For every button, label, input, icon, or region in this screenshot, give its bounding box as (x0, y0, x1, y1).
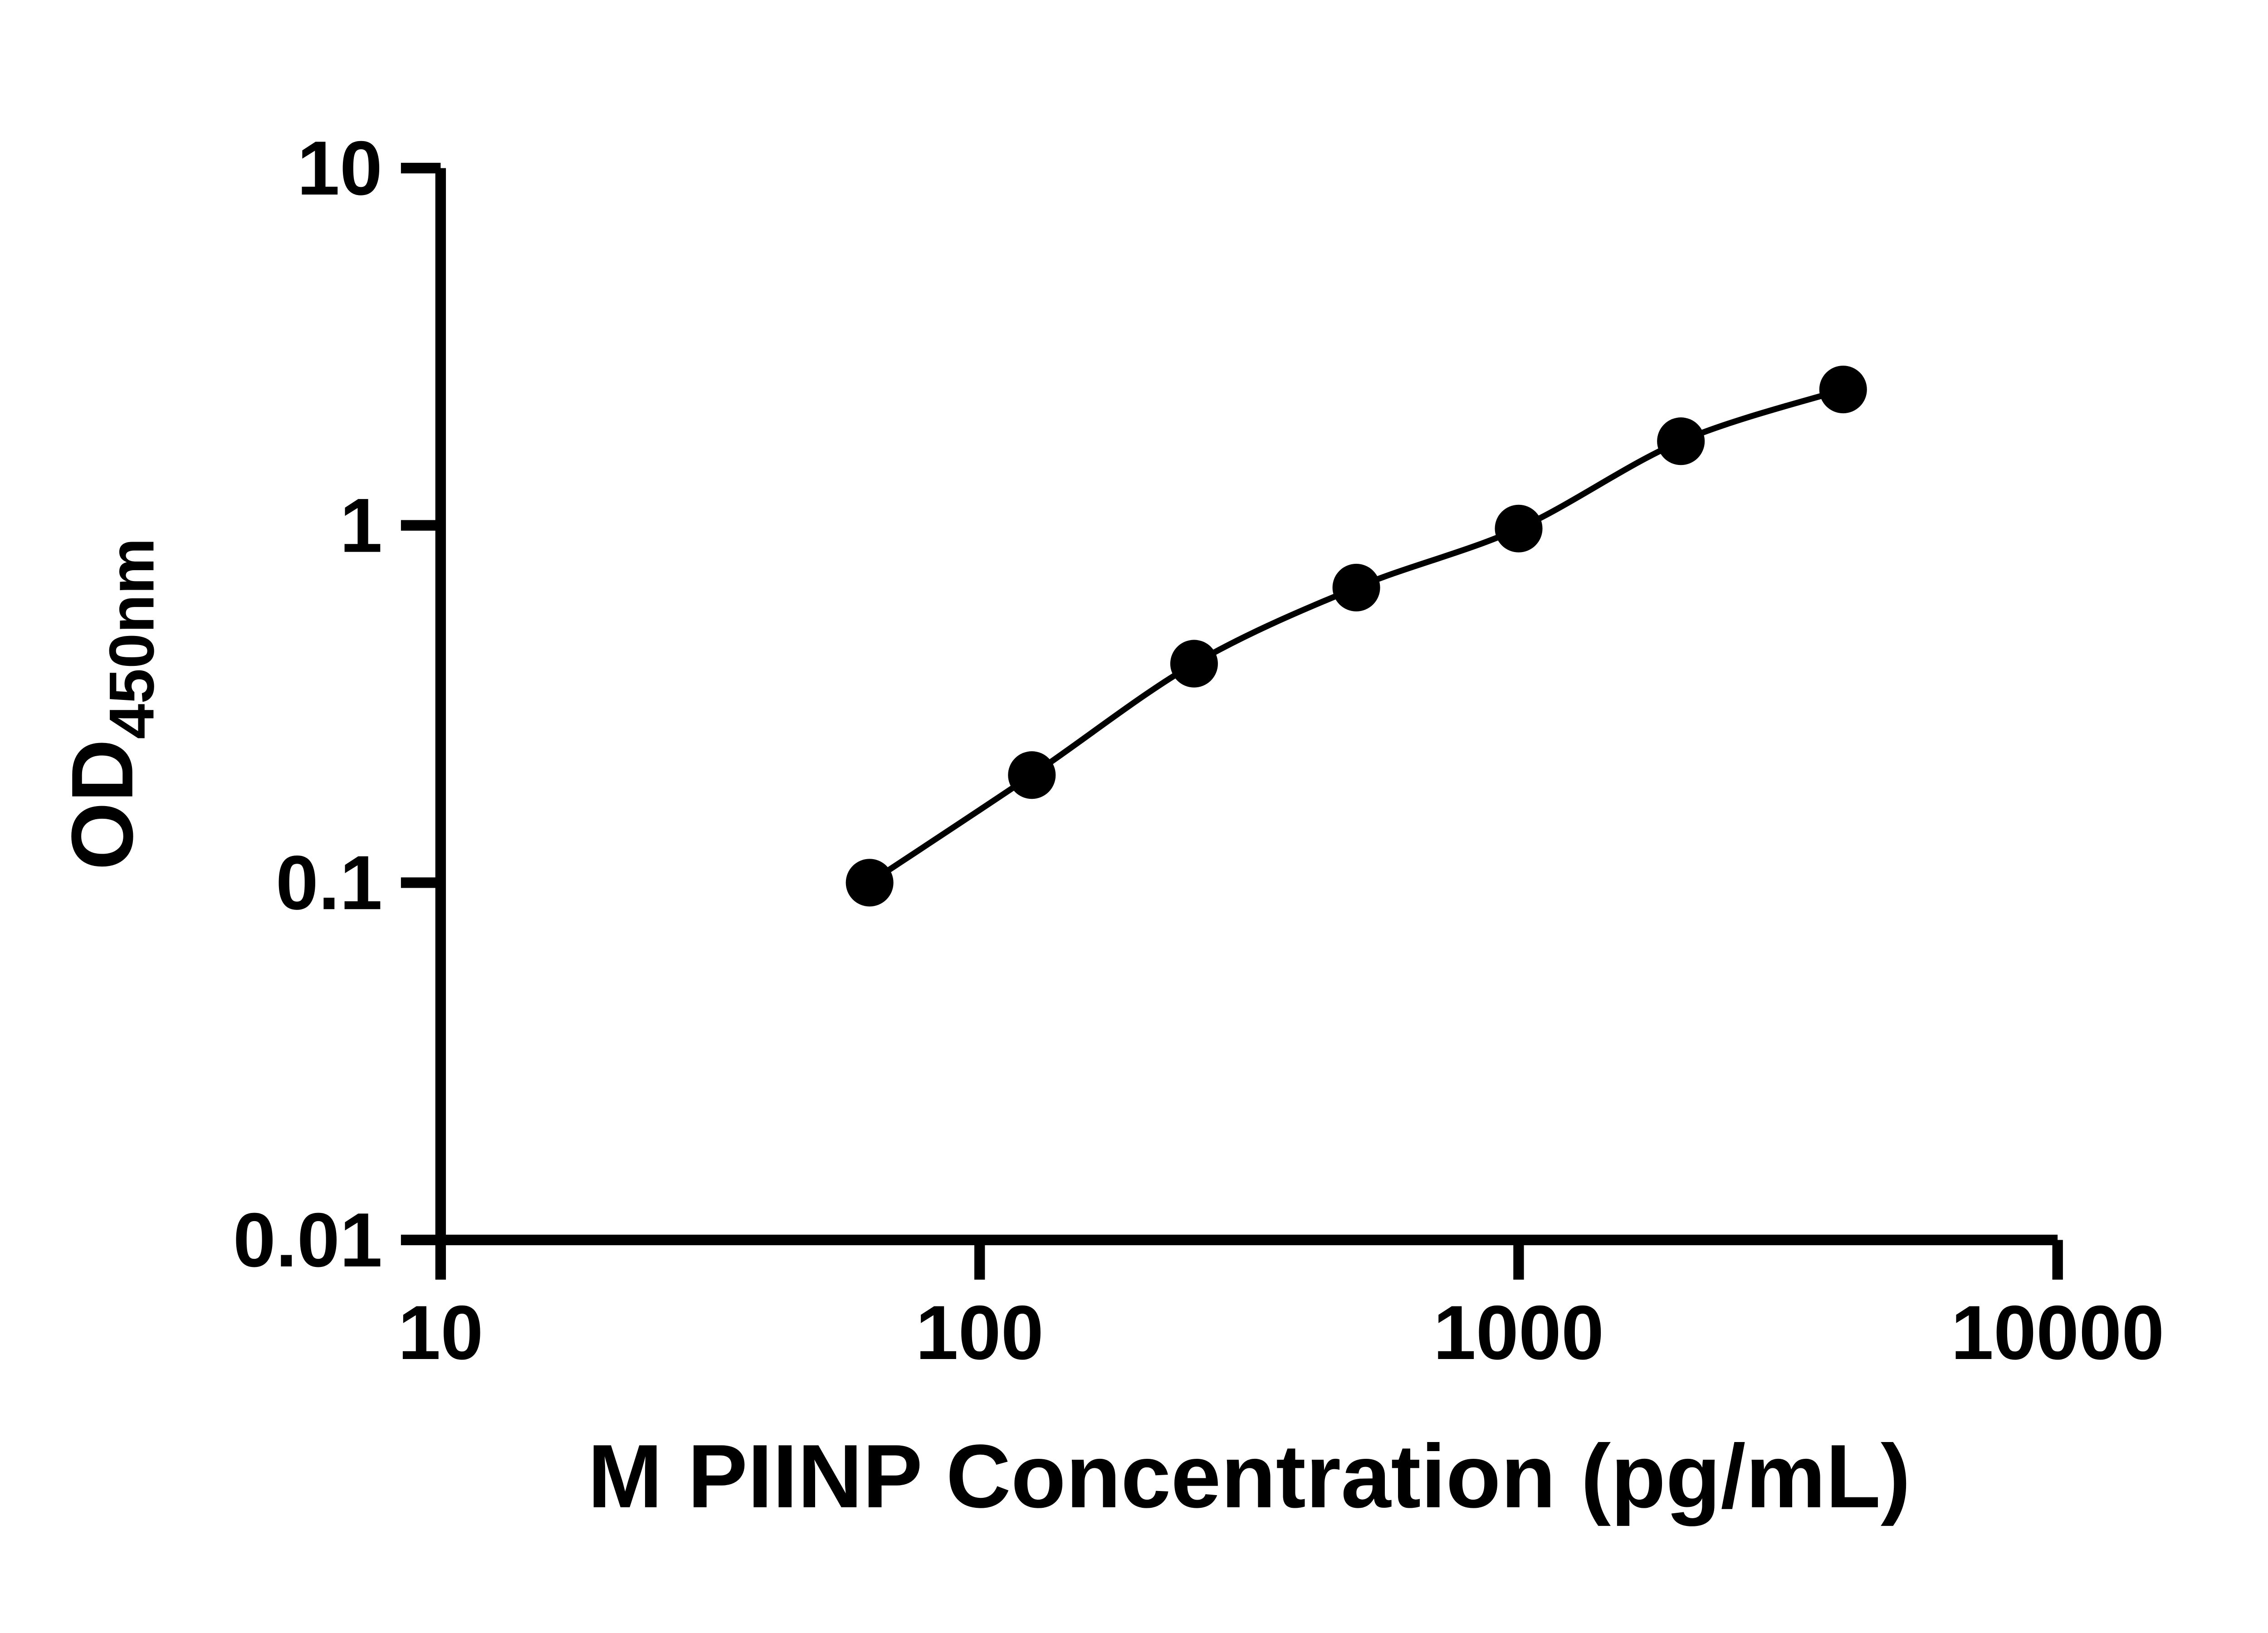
data-point-marker (846, 859, 894, 907)
x-axis-tick-label: 10 (398, 1290, 483, 1375)
data-point-marker (1819, 366, 1867, 414)
data-point-marker (1495, 504, 1543, 552)
axes (435, 168, 2058, 1246)
x-axis-tick-label: 1000 (1433, 1290, 1604, 1375)
axis-spines (435, 168, 2058, 1246)
axis-tick-labels: 10 100 1000 10000 0.01 0.1 1 10 (233, 125, 2165, 1375)
y-axis-tick-label: 0.1 (276, 840, 382, 925)
x-axis-title: M PIINP Concentration (pg/mL) (587, 1426, 1911, 1527)
data-point-marker (1332, 563, 1380, 611)
y-axis-tick-label: 0.01 (233, 1197, 382, 1283)
x-axis-tick-label: 100 (916, 1290, 1044, 1375)
data-point-marker (1008, 751, 1056, 799)
y-axis-title-subscript: 450nm (96, 538, 167, 739)
data-points (846, 366, 1867, 907)
y-axis-tick-label: 1 (340, 483, 382, 568)
fit-curve (868, 386, 1844, 885)
x-axis-tick-label: 10000 (1951, 1290, 2164, 1375)
y-axis-title-main: OD (54, 739, 151, 870)
axis-ticks (401, 162, 2063, 1280)
data-point-marker (1170, 640, 1218, 688)
y-axis-title: OD450nm (54, 538, 167, 870)
fit-curve-path (868, 386, 1844, 885)
data-point-marker (1657, 417, 1705, 465)
y-axis-tick-label: 10 (297, 125, 382, 211)
